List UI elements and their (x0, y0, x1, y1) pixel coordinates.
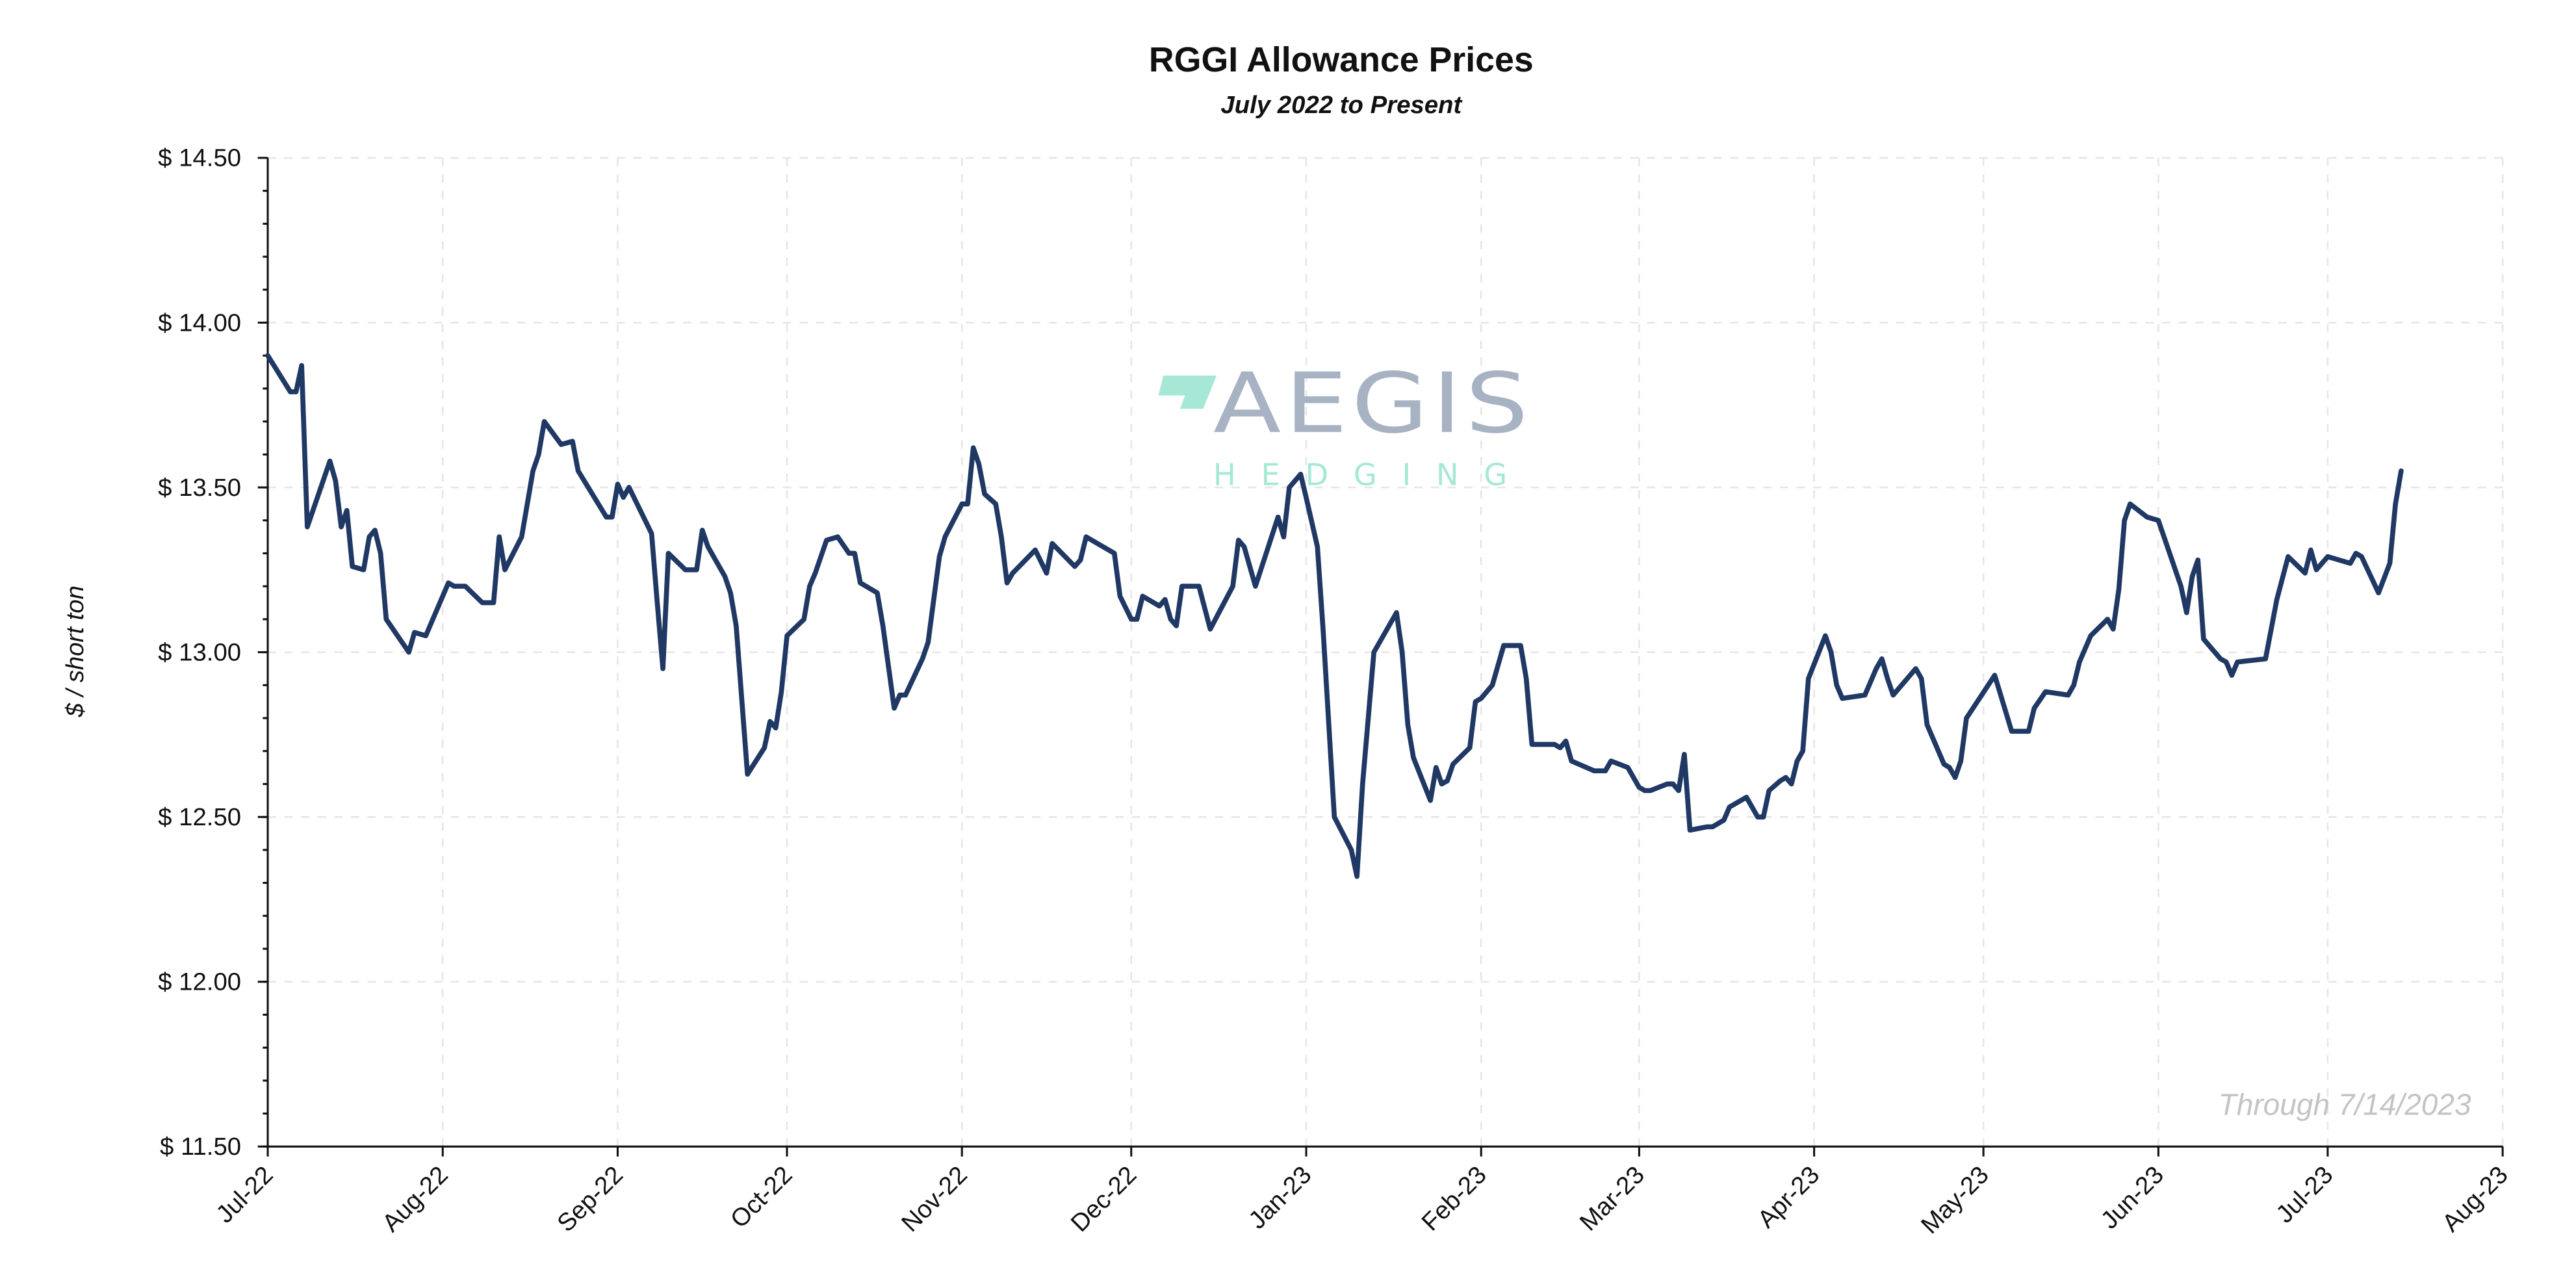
y-tick-label: $ 13.50 (158, 474, 241, 502)
through-date-note: Through 7/14/2023 (2219, 1088, 2471, 1122)
chart-subtitle: July 2022 to Present (1220, 91, 1463, 119)
x-tick-label: Aug-22 (377, 1161, 454, 1237)
x-tick-label: Jul-23 (2271, 1161, 2338, 1228)
x-tick-label: Jan-23 (1243, 1161, 1317, 1234)
price-line (265, 353, 2404, 879)
grid (268, 157, 2504, 1147)
axes: $ 11.50 $ 12.00 $ 12.50 $ 13.00 $ 13.50 $ 14.… (158, 144, 2514, 1239)
x-tick-label: Feb-23 (1416, 1161, 1491, 1236)
y-tick-label: $ 14.50 (158, 144, 241, 172)
aegis-logo: AEGIS HEDGING (1158, 355, 1532, 493)
y-axis-label: $ / short ton (61, 586, 89, 717)
logo-text: AEGIS (1213, 355, 1532, 452)
y-tick-label: $ 12.00 (158, 968, 241, 996)
chart-title: RGGI Allowance Prices (1149, 40, 1534, 79)
x-tick-label: Nov-22 (896, 1161, 973, 1237)
x-tick-label: Sep-22 (552, 1161, 628, 1237)
x-tick-label: May-23 (1916, 1161, 1994, 1239)
y-tick-label: $ 12.50 (158, 803, 241, 831)
x-tick-label: Aug-23 (2437, 1161, 2514, 1237)
x-tick-label: Jul-22 (211, 1161, 278, 1228)
y-tick-label: $ 11.50 (160, 1133, 241, 1161)
logo-subtext: HEDGING (1213, 457, 1532, 493)
x-tick-label: Mar-23 (1575, 1161, 1650, 1236)
y-tick-label: $ 14.00 (158, 309, 241, 337)
x-tick-label: Apr-23 (1752, 1161, 1825, 1233)
logo-mark-icon (1158, 375, 1217, 409)
x-tick-label: Oct-22 (725, 1161, 798, 1233)
x-tick-label: Jun-23 (2096, 1161, 2169, 1234)
y-tick-label: $ 13.00 (158, 638, 241, 666)
x-tick-label: Dec-22 (1066, 1161, 1142, 1237)
